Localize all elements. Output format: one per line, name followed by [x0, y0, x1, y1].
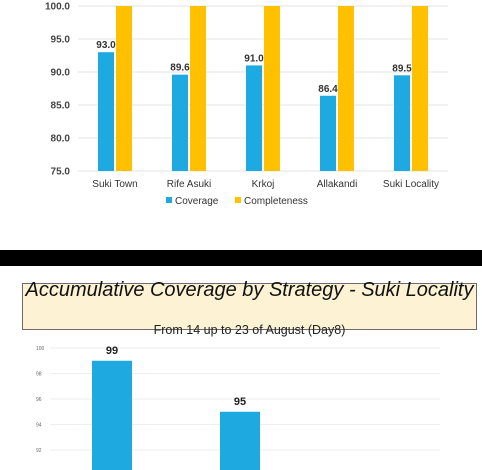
- bar-completeness: [264, 6, 280, 171]
- data-label: 86.4: [318, 84, 338, 95]
- category-label: Suki Locality: [383, 179, 439, 190]
- chart-title: Accumulative Coverage by Strategy - Suki…: [25, 279, 474, 301]
- strategy-coverage-chart: 100 98 96 94 92 99 95: [36, 345, 440, 470]
- chart-title-box: [22, 283, 477, 330]
- y-tick-label: 100.0: [45, 2, 70, 13]
- bar-completeness: [412, 6, 428, 171]
- y-tick-label: 80.0: [51, 134, 71, 145]
- legend-swatch: [235, 197, 241, 203]
- data-label: 93.0: [96, 40, 116, 51]
- bar-coverage: [220, 411, 260, 470]
- y-tick-label: 92: [36, 448, 42, 454]
- bar-completeness: [190, 6, 206, 171]
- chart-subtitle: From 14 up to 23 of August (Day8): [153, 323, 346, 337]
- bar-coverage: [98, 52, 114, 172]
- category-label: Suki Town: [92, 179, 137, 190]
- y-tick-label: 90.0: [51, 68, 71, 79]
- district-coverage-chart: 100.0 95.0 90.0 85.0 80.0 75.0 93.0 Suki Town 89…: [45, 2, 448, 207]
- legend-label: Completeness: [244, 196, 308, 207]
- category-label: Rife Asuki: [167, 179, 211, 190]
- bar-coverage: [246, 65, 262, 171]
- category-label: Allakandi: [317, 179, 358, 190]
- y-tick-label: 95.0: [51, 35, 71, 46]
- data-label: 91.0: [244, 53, 264, 64]
- y-tick-label: 100: [36, 346, 45, 352]
- data-label: 89.6: [170, 63, 190, 74]
- y-tick-label: 85.0: [51, 101, 71, 112]
- data-label: 95: [234, 396, 246, 408]
- y-tick-label: 96: [36, 397, 42, 403]
- bar-completeness: [338, 6, 354, 171]
- y-tick-label: 94: [36, 423, 42, 429]
- bar-coverage: [172, 74, 188, 171]
- y-tick-label: 98: [36, 372, 42, 378]
- section-divider: [0, 250, 482, 266]
- bar-completeness: [116, 6, 132, 171]
- bar-coverage: [92, 360, 132, 470]
- data-label: 99: [106, 345, 118, 357]
- legend-swatch: [166, 197, 172, 203]
- bar-coverage: [320, 95, 336, 171]
- bar-coverage: [394, 75, 410, 171]
- category-label: Krkoj: [252, 179, 275, 190]
- legend-label: Coverage: [175, 196, 219, 207]
- data-label: 89.5: [392, 63, 412, 74]
- y-tick-label: 75.0: [51, 167, 71, 178]
